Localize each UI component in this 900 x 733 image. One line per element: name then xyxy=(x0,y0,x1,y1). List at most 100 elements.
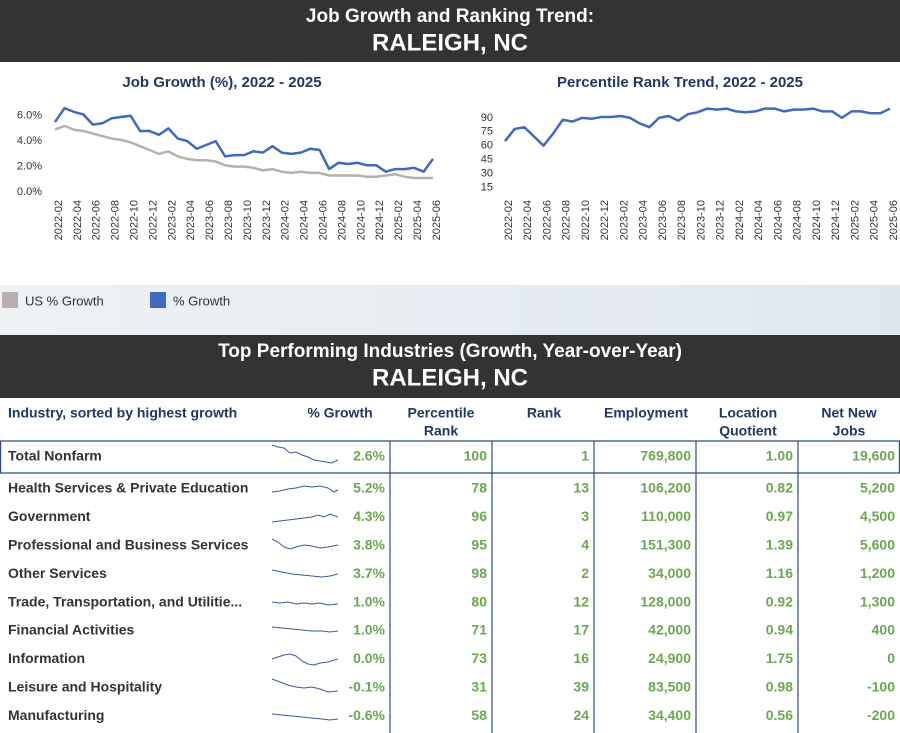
legend-band xyxy=(0,285,900,335)
cell-value: 98 xyxy=(471,565,487,581)
cell-value: 17 xyxy=(573,622,589,638)
legend-label: % Growth xyxy=(173,293,230,308)
cell-value: 1.16 xyxy=(766,565,793,581)
column-header: % Growth xyxy=(307,405,372,421)
cell-value: -0.1% xyxy=(348,679,385,695)
x-tick-label: 2022-12 xyxy=(599,200,611,240)
cell-value: 0.97 xyxy=(766,508,793,524)
cell-value: 80 xyxy=(471,593,487,609)
series-line xyxy=(53,106,435,173)
cell-value: 4 xyxy=(581,537,589,553)
header2-band xyxy=(0,335,900,398)
legend-label: US % Growth xyxy=(25,293,104,308)
y-tick-label: 90 xyxy=(481,112,493,124)
cell-value: 151,300 xyxy=(640,537,691,553)
x-tick-label: 2022-10 xyxy=(580,200,592,240)
cell-value: 13 xyxy=(573,480,589,496)
x-tick-label: 2023-12 xyxy=(715,200,727,240)
x-tick-label: 2024-06 xyxy=(772,200,784,240)
column-header: Quotient xyxy=(719,423,777,439)
x-tick-label: 2022-08 xyxy=(561,200,573,240)
cell-value: 2.6% xyxy=(353,448,385,464)
sparklines xyxy=(271,444,339,721)
y-tick-label: 30 xyxy=(481,167,493,179)
y-tick-label: 4.0% xyxy=(17,135,42,147)
cell-value: 5,200 xyxy=(860,480,895,496)
cell-value: 3.8% xyxy=(353,537,385,553)
x-tick-label: 2024-10 xyxy=(355,200,367,240)
cell-value: 1 xyxy=(581,448,589,464)
cell-value: 16 xyxy=(573,650,589,666)
x-tick-label: 2022-10 xyxy=(129,200,141,240)
cell-value: 110,000 xyxy=(641,508,691,524)
x-tick-label: 2024-04 xyxy=(753,200,765,240)
x-tick-label: 2022-04 xyxy=(522,200,534,240)
x-tick-label: 2023-04 xyxy=(185,200,197,240)
x-tick-label: 2025-06 xyxy=(888,200,900,240)
x-tick-label: 2024-12 xyxy=(830,200,842,240)
x-tick-label: 2022-08 xyxy=(110,200,122,240)
x-tick-label: 2022-12 xyxy=(147,200,159,240)
x-tick-label: 2022-06 xyxy=(91,200,103,240)
x-tick-label: 2023-08 xyxy=(676,200,688,240)
x-tick-label: 2022-02 xyxy=(53,200,65,240)
column-header: Rank xyxy=(424,423,458,439)
y-tick-label: 60 xyxy=(481,140,493,152)
series-line xyxy=(504,107,891,147)
row-label: Professional and Business Services xyxy=(8,537,249,553)
x-tick-label: 2024-06 xyxy=(318,200,330,240)
column-header: Percentile xyxy=(408,405,475,421)
cell-value: 106,200 xyxy=(640,480,691,496)
y-tick-label: 45 xyxy=(481,153,493,165)
legend-swatch xyxy=(150,292,166,308)
y-tick-label: 15 xyxy=(481,181,493,193)
row-label: Health Services & Private Education xyxy=(8,480,248,496)
cell-value: 0.82 xyxy=(766,480,793,496)
x-tick-label: 2024-08 xyxy=(336,200,348,240)
x-tick-label: 2025-06 xyxy=(431,200,443,240)
cell-value: 769,800 xyxy=(640,448,691,464)
row-label: Manufacturing xyxy=(8,707,104,723)
cell-value: 1,300 xyxy=(860,593,895,609)
cell-value: 71 xyxy=(471,622,487,638)
x-tick-label: 2022-06 xyxy=(541,200,553,240)
cell-value: 1.0% xyxy=(353,593,385,609)
cell-value: 3.7% xyxy=(353,565,385,581)
header2-title: Top Performing Industries (Growth, Year-… xyxy=(218,341,682,362)
cell-value: 1,200 xyxy=(860,565,895,581)
sparkline xyxy=(271,678,339,693)
row-label: Financial Activities xyxy=(8,622,135,638)
cell-value: 24,900 xyxy=(648,650,691,666)
y-tick-label: 2.0% xyxy=(17,160,42,172)
chart-title: Percentile Rank Trend, 2022 - 2025 xyxy=(557,74,803,91)
x-tick-label: 2023-04 xyxy=(638,200,650,240)
cell-value: -0.6% xyxy=(348,707,385,723)
cell-value: 0.92 xyxy=(766,593,793,609)
x-tick-label: 2023-10 xyxy=(242,200,254,240)
cell-value: 2 xyxy=(581,565,589,581)
cell-value: 24 xyxy=(573,707,589,723)
sparkline xyxy=(271,485,339,493)
sparkline xyxy=(271,713,339,721)
cell-value: 0.0% xyxy=(353,650,385,666)
cell-value: 83,500 xyxy=(648,679,691,695)
y-tick-label: 75 xyxy=(481,126,493,138)
legend-swatch xyxy=(2,292,18,308)
cell-value: 0 xyxy=(887,650,895,666)
x-tick-label: 2022-02 xyxy=(503,200,515,240)
column-header: Industry, sorted by highest growth xyxy=(8,405,237,421)
x-tick-label: 2023-06 xyxy=(657,200,669,240)
cell-value: 400 xyxy=(872,622,896,638)
x-tick-label: 2024-08 xyxy=(792,200,804,240)
sparkline xyxy=(271,569,339,578)
cell-value: -200 xyxy=(867,707,895,723)
cell-value: 0.94 xyxy=(766,622,793,638)
row-label: Government xyxy=(8,508,91,524)
x-tick-label: 2025-02 xyxy=(393,200,405,240)
x-tick-label: 2023-02 xyxy=(618,200,630,240)
cell-value: 39 xyxy=(573,679,589,695)
sparkline xyxy=(271,626,339,633)
cell-value: 1.75 xyxy=(766,650,793,666)
series-line xyxy=(54,124,433,180)
